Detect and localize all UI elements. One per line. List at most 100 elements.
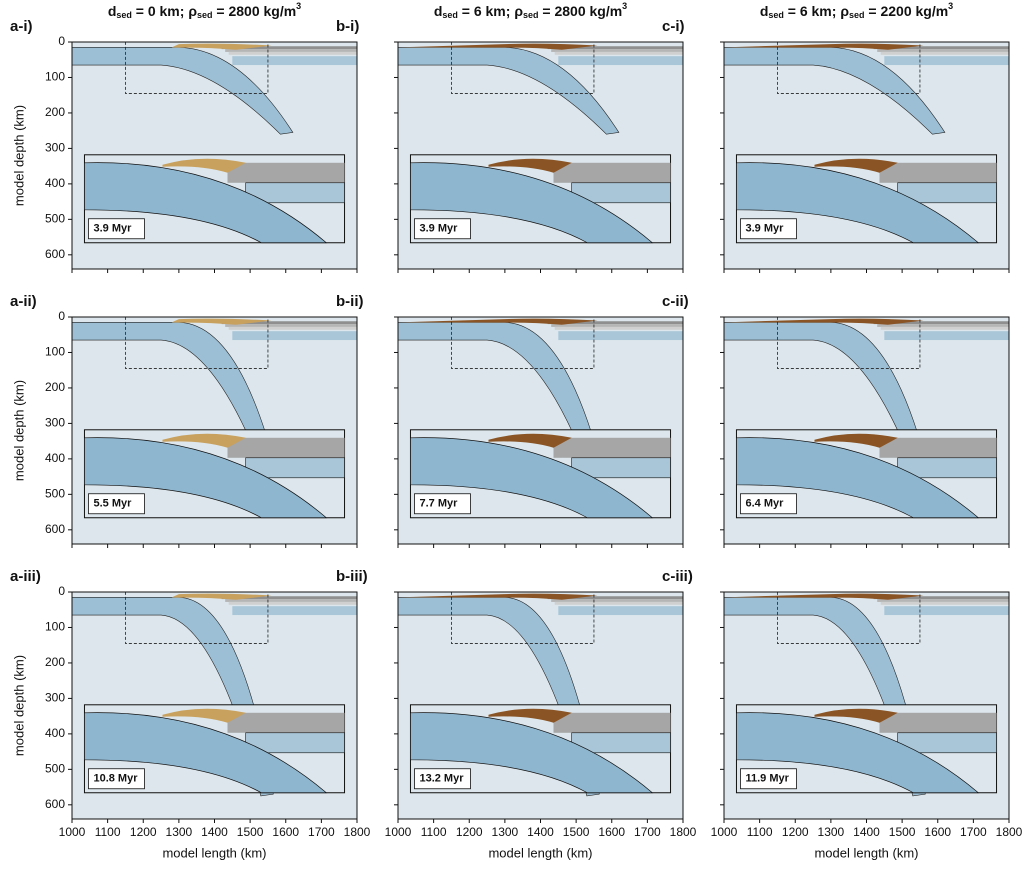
- time-label: 5.5 Myr: [93, 498, 132, 510]
- x-tick-label: 1200: [782, 825, 809, 839]
- panel-label: c-ii): [662, 293, 689, 310]
- y-tick-label: 0: [58, 34, 65, 48]
- crust-layer: [877, 49, 1009, 52]
- title-part: sed: [523, 10, 539, 20]
- title-part: 3: [296, 1, 301, 11]
- inset-crust: [880, 713, 997, 733]
- y-tick-label: 0: [58, 309, 65, 323]
- crust-layer: [551, 599, 683, 602]
- column-title: dsed = 0 km; ρsed = 2800 kg/m3: [108, 1, 301, 20]
- title-part: sed: [116, 10, 132, 20]
- x-axis-label: model length (km): [162, 845, 266, 860]
- y-tick-label: 300: [45, 141, 65, 155]
- crust-layer: [225, 49, 357, 52]
- x-tick-label: 1700: [960, 825, 987, 839]
- title-part: d: [434, 3, 443, 19]
- inset-crust: [554, 438, 671, 458]
- crust-layer: [877, 324, 1009, 327]
- overriding-plate: [232, 331, 357, 340]
- time-label: 3.9 Myr: [93, 223, 132, 235]
- x-tick-label: 1000: [385, 825, 412, 839]
- x-tick-label: 1000: [711, 825, 738, 839]
- x-tick-label: 1200: [456, 825, 483, 839]
- crust-layer: [555, 602, 683, 605]
- overriding-plate: [884, 56, 1009, 65]
- title-part: d: [760, 3, 769, 19]
- overriding-plate: [884, 606, 1009, 615]
- panel-label: b-ii): [336, 293, 364, 310]
- overriding-plate: [558, 331, 683, 340]
- y-tick-label: 600: [45, 522, 65, 536]
- overriding-plate: [884, 331, 1009, 340]
- panel-label: a-i): [10, 18, 33, 35]
- crust-layer: [551, 49, 683, 52]
- overriding-plate: [232, 606, 357, 615]
- time-label: 13.2 Myr: [419, 773, 464, 785]
- y-tick-label: 300: [45, 416, 65, 430]
- panel: 3.9 Myr b-i): [336, 18, 683, 273]
- title-part: d: [108, 3, 117, 19]
- y-tick-label: 200: [45, 655, 65, 669]
- crust-layer: [881, 602, 1009, 605]
- x-tick-label: 1700: [308, 825, 335, 839]
- title-part: = 6 km;: [458, 3, 514, 19]
- x-tick-label: 1400: [527, 825, 554, 839]
- overriding-plate: [232, 56, 357, 65]
- panel-label: c-i): [662, 18, 685, 35]
- time-label: 11.9 Myr: [745, 773, 789, 785]
- crust-layer: [225, 324, 357, 327]
- title-part: sed: [197, 10, 213, 20]
- inset-crust: [880, 438, 997, 458]
- y-tick-label: 500: [45, 487, 65, 501]
- x-tick-label: 1100: [421, 825, 447, 839]
- panel-label: a-iii): [10, 568, 41, 585]
- x-tick-label: 1300: [166, 825, 193, 839]
- crust-layer: [225, 599, 357, 602]
- x-axis-label: model length (km): [814, 845, 918, 860]
- title-part: sed: [849, 10, 865, 20]
- title-part: 3: [948, 1, 953, 11]
- time-label: 7.7 Myr: [419, 498, 458, 510]
- y-tick-label: 0: [58, 584, 65, 598]
- crust-layer: [877, 599, 1009, 602]
- time-label: 10.8 Myr: [93, 773, 138, 785]
- time-label: 6.4 Myr: [745, 498, 784, 510]
- crust-layer: [555, 327, 683, 330]
- inset-crust: [554, 713, 671, 733]
- title-part: = 2800 kg/m: [539, 3, 623, 19]
- x-tick-label: 1400: [201, 825, 228, 839]
- x-tick-label: 1800: [996, 825, 1023, 839]
- x-tick-label: 1000: [59, 825, 86, 839]
- inset-crust: [880, 163, 997, 183]
- y-axis-label: model depth (km): [11, 655, 26, 756]
- time-label: 3.9 Myr: [419, 223, 458, 235]
- inset-crust: [554, 163, 671, 183]
- title-part: ρ: [840, 3, 849, 19]
- panel: 3.9 Myr c-i): [662, 18, 1009, 273]
- panel: 7.7 Myr b-ii): [336, 293, 683, 548]
- y-tick-label: 100: [45, 70, 65, 84]
- y-tick-label: 200: [45, 380, 65, 394]
- y-tick-label: 100: [45, 620, 65, 634]
- panel-label: b-i): [336, 18, 359, 35]
- x-tick-label: 1800: [344, 825, 371, 839]
- y-tick-label: 300: [45, 691, 65, 705]
- title-part: ρ: [514, 3, 523, 19]
- x-tick-label: 1500: [889, 825, 916, 839]
- y-tick-label: 100: [45, 345, 65, 359]
- crust-layer: [881, 327, 1009, 330]
- panel: 3.9 Myra-i)0100200300400500600model dept…: [10, 18, 357, 273]
- x-tick-label: 1800: [670, 825, 697, 839]
- inset-crust: [228, 163, 345, 183]
- crust-layer: [551, 324, 683, 327]
- time-label: 3.9 Myr: [745, 223, 784, 235]
- x-tick-label: 1100: [95, 825, 121, 839]
- y-tick-label: 600: [45, 797, 65, 811]
- crust-layer: [229, 52, 357, 55]
- y-tick-label: 200: [45, 105, 65, 119]
- crust-layer: [229, 327, 357, 330]
- x-tick-label: 1700: [634, 825, 661, 839]
- x-tick-label: 1600: [598, 825, 625, 839]
- title-part: = 2800 kg/m: [213, 3, 297, 19]
